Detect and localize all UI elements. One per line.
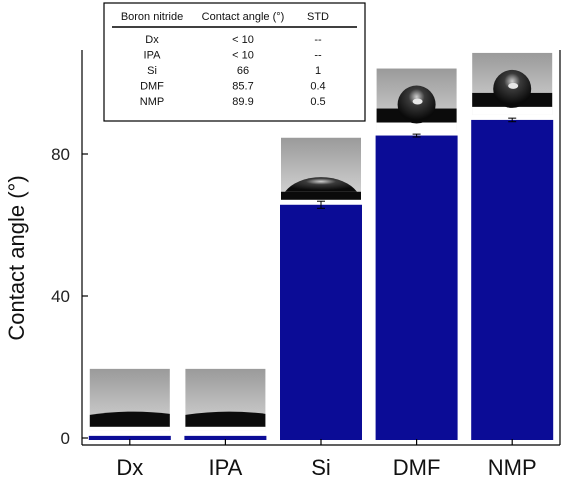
table-cell: IPA: [144, 50, 162, 62]
droplet-image-dx: [89, 368, 170, 431]
table-header-2: STD: [307, 11, 329, 23]
bar-si: [280, 204, 362, 440]
table-cell: DMF: [140, 81, 164, 93]
bars: [88, 119, 554, 441]
bar-ipa: [184, 435, 267, 440]
table-frame: [103, 2, 366, 122]
table-cell: 85.7: [232, 81, 253, 93]
table-cell: < 10: [232, 34, 254, 46]
y-axis-title: Contact angle (°): [4, 175, 29, 340]
x-tick-label-nmp: NMP: [488, 455, 537, 480]
table-cell: Dx: [145, 34, 159, 46]
x-tick-label-dmf: DMF: [393, 455, 441, 480]
droplet-image-si: [281, 137, 361, 200]
data-table: Boron nitride Contact angle (°) STD Dx < …: [103, 2, 366, 122]
bar-dmf: [375, 135, 458, 441]
y-tick-label: 80: [51, 145, 70, 164]
droplet-image-dmf: [376, 68, 457, 131]
x-tick-label-ipa: IPA: [208, 455, 242, 480]
table-body: Dx < 10 -- IPA < 10 -- Si 66 1 DMF 85.7 0.4 NMP 89.9 0…: [140, 34, 326, 108]
table-cell: 66: [237, 65, 249, 77]
bar-dx: [88, 435, 171, 440]
droplet-image-ipa: [185, 368, 266, 431]
bar-nmp: [471, 119, 554, 441]
table-cell: --: [314, 50, 322, 62]
droplet-insets: [89, 52, 553, 431]
table-cell: 89.9: [232, 96, 253, 108]
table-cell: Si: [147, 65, 157, 77]
table-cell: 0.5: [310, 96, 325, 108]
table-cell: < 10: [232, 50, 254, 62]
table-cell: --: [314, 34, 322, 46]
droplet-image-nmp: [472, 52, 553, 115]
y-tick-label: 40: [51, 287, 70, 306]
table-cell: NMP: [140, 96, 164, 108]
table-header-1: Contact angle (°): [202, 11, 285, 23]
y-tick-label: 0: [61, 429, 70, 448]
y-ticks: 0 40 80: [51, 145, 88, 448]
x-tick-label-dx: Dx: [116, 455, 143, 480]
table-cell: 0.4: [310, 81, 325, 93]
x-tick-labels: Dx IPA Si DMF NMP: [116, 439, 537, 480]
table-cell: 1: [315, 65, 321, 77]
error-bars: [317, 117, 517, 209]
table-header-0: Boron nitride: [121, 11, 183, 23]
x-tick-label-si: Si: [311, 455, 331, 480]
